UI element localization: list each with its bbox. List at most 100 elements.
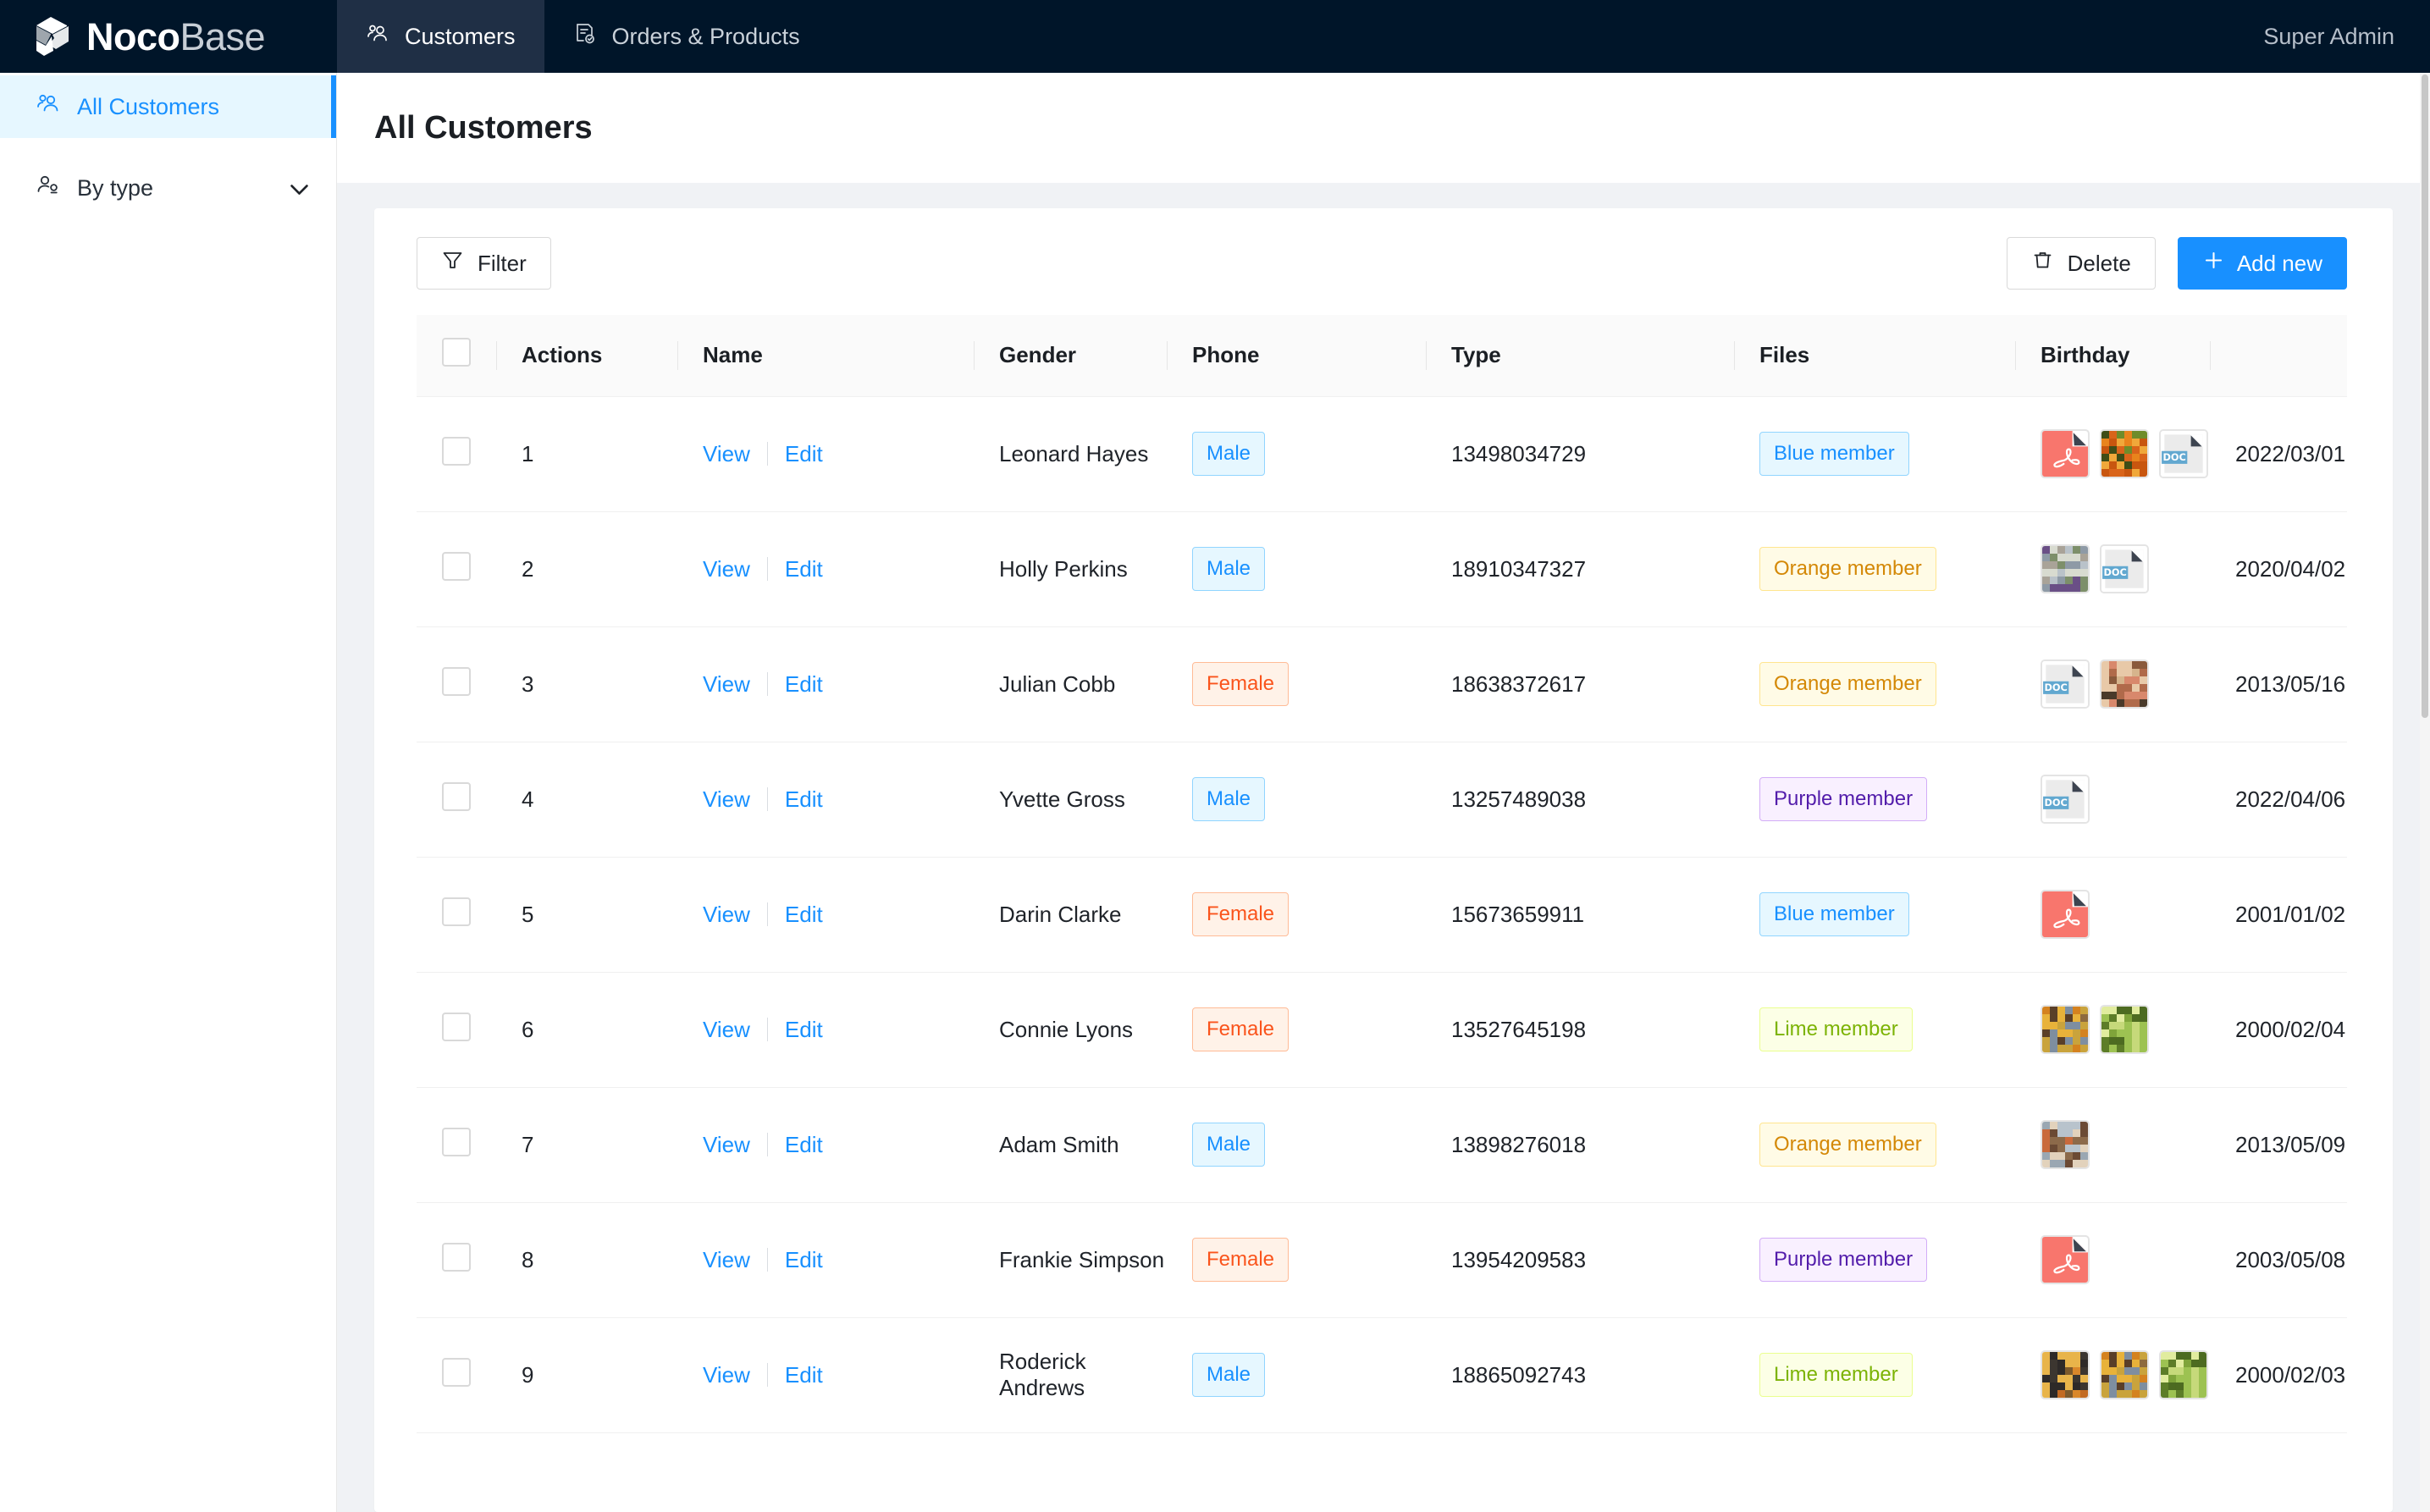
image-orange-flowers-thumbnail[interactable] — [2100, 429, 2149, 478]
cell-birthday: 2000/02/03 — [2210, 1317, 2347, 1433]
row-checkbox-cell — [417, 1202, 496, 1318]
brand-name: NocoBase — [86, 18, 266, 56]
pdf-file-icon[interactable] — [2041, 429, 2090, 478]
user-menu[interactable]: Super Admin — [2263, 23, 2394, 49]
add-new-button[interactable]: Add new — [2177, 237, 2347, 290]
delete-button[interactable]: Delete — [2006, 237, 2156, 290]
row-checkbox[interactable] — [442, 666, 471, 696]
tab-orders-products[interactable]: Orders & Products — [544, 0, 829, 73]
table-row[interactable]: 3 View Edit Julian Cobb Female 18638372617 Ora… — [417, 626, 2347, 742]
top-bar-right: Super Admin — [2263, 0, 2430, 73]
pdf-file-icon[interactable] — [2041, 1235, 2090, 1284]
column-header-birthday[interactable]: Birthday — [2015, 315, 2210, 397]
svg-text:DOC: DOC — [2163, 451, 2186, 463]
table-row[interactable]: 7 View Edit Adam Smith Male 13898276018 Orange… — [417, 1087, 2347, 1203]
row-checkbox[interactable] — [442, 436, 471, 466]
image-seafood-thumbnail[interactable] — [2100, 659, 2149, 709]
row-action-view[interactable]: View — [703, 786, 750, 812]
image-collage-thumbnail[interactable] — [2041, 1120, 2090, 1169]
row-action-view[interactable]: View — [703, 670, 750, 697]
row-action-edit[interactable]: Edit — [784, 555, 823, 582]
action-divider — [766, 441, 768, 466]
column-header-phone[interactable]: Phone — [1167, 315, 1426, 397]
row-action-edit[interactable]: Edit — [784, 1016, 823, 1042]
files-list: DOC — [2041, 429, 2210, 478]
table-row[interactable]: 8 View Edit Frankie Simpson Female 1395420958… — [417, 1202, 2347, 1318]
row-action-edit[interactable]: Edit — [784, 1361, 823, 1388]
table-row[interactable]: 5 View Edit Darin Clarke Female 15673659911 Bl… — [417, 857, 2347, 973]
table-row[interactable]: 9 View Edit Roderick Andrews Male 18865092743… — [417, 1317, 2347, 1433]
image-bananas-thumbnail[interactable] — [2100, 1350, 2149, 1399]
row-checkbox[interactable] — [442, 551, 471, 581]
doc-file-icon[interactable]: DOC — [2159, 429, 2208, 478]
row-checkbox[interactable] — [442, 897, 471, 926]
sidebar-item-all-customers[interactable]: All Customers — [0, 75, 336, 138]
image-greens-thumbnail[interactable] — [2159, 1350, 2208, 1399]
row-checkbox[interactable] — [442, 1012, 471, 1041]
cell-type: Blue member — [1734, 396, 2015, 512]
cell-phone: 18865092743 — [1426, 1317, 1734, 1433]
column-header-type[interactable]: Type — [1426, 315, 1734, 397]
image-greens-thumbnail[interactable] — [2100, 1005, 2149, 1054]
row-action-edit[interactable]: Edit — [784, 786, 823, 812]
cell-phone: 13527645198 — [1426, 972, 1734, 1088]
table-row[interactable]: 6 View Edit Connie Lyons Female 13527645198 Li… — [417, 972, 2347, 1088]
column-header-gender[interactable]: Gender — [974, 315, 1167, 397]
sidebar-item-by-type[interactable]: By type — [0, 157, 336, 219]
row-action-edit[interactable]: Edit — [784, 901, 823, 927]
row-action-view[interactable]: View — [703, 1016, 750, 1042]
image-grapes-thumbnail[interactable] — [2041, 544, 2090, 593]
filter-button[interactable]: Filter — [417, 237, 551, 290]
doc-file-icon[interactable]: DOC — [2041, 659, 2090, 709]
gender-badge: Male — [1192, 777, 1266, 821]
tab-customers-label: Customers — [405, 23, 516, 49]
column-header-name[interactable]: Name — [677, 315, 974, 397]
row-action-edit[interactable]: Edit — [784, 1131, 823, 1157]
cell-type: Lime member — [1734, 1317, 2015, 1433]
row-action-view[interactable]: View — [703, 1361, 750, 1388]
gender-badge: Male — [1192, 1123, 1266, 1167]
top-navigation: Customers Orders & Products — [337, 0, 829, 73]
column-header-actions[interactable]: Actions — [496, 315, 677, 397]
pdf-file-icon[interactable] — [2041, 890, 2090, 939]
row-index: 5 — [522, 901, 534, 927]
image-bananas-thumbnail[interactable] — [2041, 1005, 2090, 1054]
row-action-edit[interactable]: Edit — [784, 440, 823, 466]
cell-name: Julian Cobb — [974, 626, 1167, 742]
row-action-edit[interactable]: Edit — [784, 670, 823, 697]
table-row[interactable]: 2 View Edit Holly Perkins Male 18910347327 Ora… — [417, 511, 2347, 627]
page-scrollbar-thumb[interactable] — [2422, 74, 2428, 718]
row-index-cell: 1 — [496, 396, 677, 512]
cell-birthday: 2020/04/02 — [2210, 511, 2347, 627]
doc-file-icon[interactable]: DOC — [2100, 544, 2149, 593]
row-actions-cell: View Edit — [677, 511, 974, 627]
row-action-view[interactable]: View — [703, 1131, 750, 1157]
row-action-edit[interactable]: Edit — [784, 1246, 823, 1272]
doc-file-icon[interactable]: DOC — [2041, 775, 2090, 824]
tab-customers[interactable]: Customers — [337, 0, 544, 73]
row-action-view[interactable]: View — [703, 1246, 750, 1272]
cell-files — [2015, 1087, 2210, 1203]
chevron-down-icon[interactable] — [287, 177, 309, 199]
page-scrollbar[interactable] — [2420, 73, 2430, 1512]
gender-badge: Female — [1192, 1238, 1290, 1282]
row-action-view[interactable]: View — [703, 901, 750, 927]
column-header-files[interactable]: Files — [1734, 315, 2015, 397]
row-action-view[interactable]: View — [703, 440, 750, 466]
cell-files — [2015, 972, 2210, 1088]
row-index: 8 — [522, 1246, 534, 1272]
image-fruitbowl-thumbnail[interactable] — [2041, 1350, 2090, 1399]
row-action-view[interactable]: View — [703, 555, 750, 582]
table-row[interactable]: 4 View Edit Yvette Gross Male 13257489038 Purp… — [417, 742, 2347, 858]
row-checkbox[interactable] — [442, 1242, 471, 1272]
row-checkbox[interactable] — [442, 781, 471, 811]
gender-badge: Male — [1192, 547, 1266, 591]
row-checkbox[interactable] — [442, 1127, 471, 1156]
cell-phone: 13954209583 — [1426, 1202, 1734, 1318]
brand-logo-area[interactable]: NocoBase — [0, 0, 337, 73]
row-checkbox[interactable] — [442, 1357, 471, 1387]
select-all-checkbox[interactable] — [442, 338, 471, 367]
table-row[interactable]: 1 View Edit Leonard Hayes Male 13498034729 Blu… — [417, 396, 2347, 512]
main-content: All Customers Filter — [337, 73, 2430, 1512]
cell-type: Orange member — [1734, 1087, 2015, 1203]
